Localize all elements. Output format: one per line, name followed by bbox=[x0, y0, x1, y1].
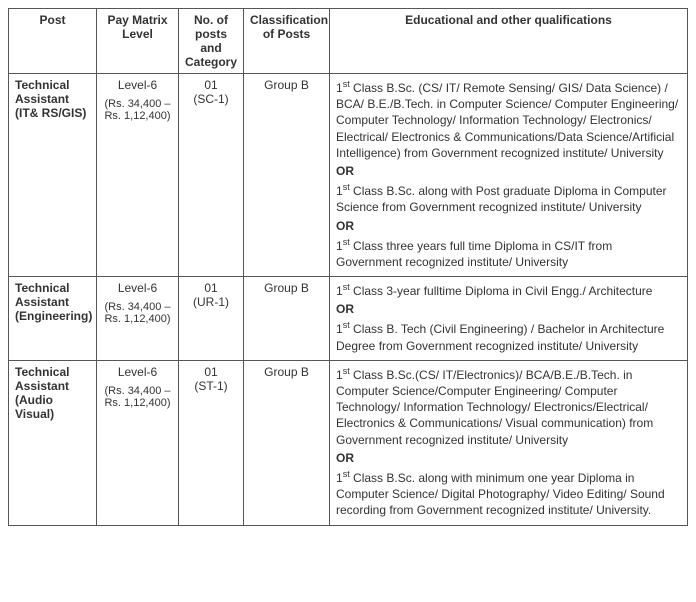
qual-line: 1st Class B.Sc. (CS/ IT/ Remote Sensing/… bbox=[336, 78, 681, 161]
category: (UR-1) bbox=[185, 295, 237, 309]
num-posts: 01 bbox=[185, 281, 237, 295]
qual-line: OR bbox=[336, 301, 681, 317]
cell-level: Level-6 (Rs. 34,400 – Rs. 1,12,400) bbox=[97, 277, 179, 361]
qual-line: 1st Class B. Tech (Civil Engineering) / … bbox=[336, 319, 681, 353]
cell-classification: Group B bbox=[244, 360, 330, 525]
qual-line: OR bbox=[336, 450, 681, 466]
level-name: Level-6 bbox=[103, 281, 172, 295]
cell-qualifications: 1st Class B.Sc.(CS/ IT/Electronics)/ BCA… bbox=[330, 360, 688, 525]
category: (ST-1) bbox=[185, 379, 237, 393]
cell-post: Technical Assistant (Audio Visual) bbox=[9, 360, 97, 525]
level-name: Level-6 bbox=[103, 78, 172, 92]
col-class: Classification of Posts bbox=[244, 9, 330, 74]
pay-range: (Rs. 34,400 – Rs. 1,12,400) bbox=[103, 301, 172, 325]
qual-line: 1st Class 3-year fulltime Diploma in Civ… bbox=[336, 281, 681, 299]
level-name: Level-6 bbox=[103, 365, 172, 379]
cell-num: 01(SC-1) bbox=[179, 74, 244, 277]
qual-line: OR bbox=[336, 163, 681, 179]
post-name: Technical Assistant (Audio Visual) bbox=[15, 365, 69, 421]
qual-line: OR bbox=[336, 218, 681, 234]
post-name: Technical Assistant (Engineering) bbox=[15, 281, 92, 323]
num-posts: 01 bbox=[185, 365, 237, 379]
num-posts: 01 bbox=[185, 78, 237, 92]
cell-level: Level-6 (Rs. 34,400 – Rs. 1,12,400) bbox=[97, 74, 179, 277]
table-row: Technical Assistant (Audio Visual) Level-… bbox=[9, 360, 688, 525]
pay-range: (Rs. 34,400 – Rs. 1,12,400) bbox=[103, 98, 172, 122]
col-level: Pay Matrix Level bbox=[97, 9, 179, 74]
cell-qualifications: 1st Class 3-year fulltime Diploma in Civ… bbox=[330, 277, 688, 361]
col-post: Post bbox=[9, 9, 97, 74]
header-row: Post Pay Matrix Level No. of posts and C… bbox=[9, 9, 688, 74]
cell-qualifications: 1st Class B.Sc. (CS/ IT/ Remote Sensing/… bbox=[330, 74, 688, 277]
col-qual: Educational and other qualifications bbox=[330, 9, 688, 74]
cell-classification: Group B bbox=[244, 277, 330, 361]
qual-line: 1st Class three years full time Diploma … bbox=[336, 236, 681, 270]
category: (SC-1) bbox=[185, 92, 237, 106]
cell-level: Level-6 (Rs. 34,400 – Rs. 1,12,400) bbox=[97, 360, 179, 525]
cell-post: Technical Assistant (Engineering) bbox=[9, 277, 97, 361]
pay-range: (Rs. 34,400 – Rs. 1,12,400) bbox=[103, 385, 172, 409]
posts-table: Post Pay Matrix Level No. of posts and C… bbox=[8, 8, 688, 526]
qual-line: 1st Class B.Sc. along with Post graduate… bbox=[336, 181, 681, 215]
table-row: Technical Assistant (Engineering)Level-6… bbox=[9, 277, 688, 361]
col-num: No. of posts and Category bbox=[179, 9, 244, 74]
table-body: Technical Assistant (IT& RS/GIS) Level-6 (… bbox=[9, 74, 688, 526]
post-name: Technical Assistant (IT& RS/GIS) bbox=[15, 78, 86, 120]
qual-line: 1st Class B.Sc.(CS/ IT/Electronics)/ BCA… bbox=[336, 365, 681, 448]
cell-num: 01(UR-1) bbox=[179, 277, 244, 361]
qual-line: 1st Class B.Sc. along with minimum one y… bbox=[336, 468, 681, 519]
cell-post: Technical Assistant (IT& RS/GIS) bbox=[9, 74, 97, 277]
table-row: Technical Assistant (IT& RS/GIS) Level-6 (… bbox=[9, 74, 688, 277]
cell-classification: Group B bbox=[244, 74, 330, 277]
cell-num: 01(ST-1) bbox=[179, 360, 244, 525]
